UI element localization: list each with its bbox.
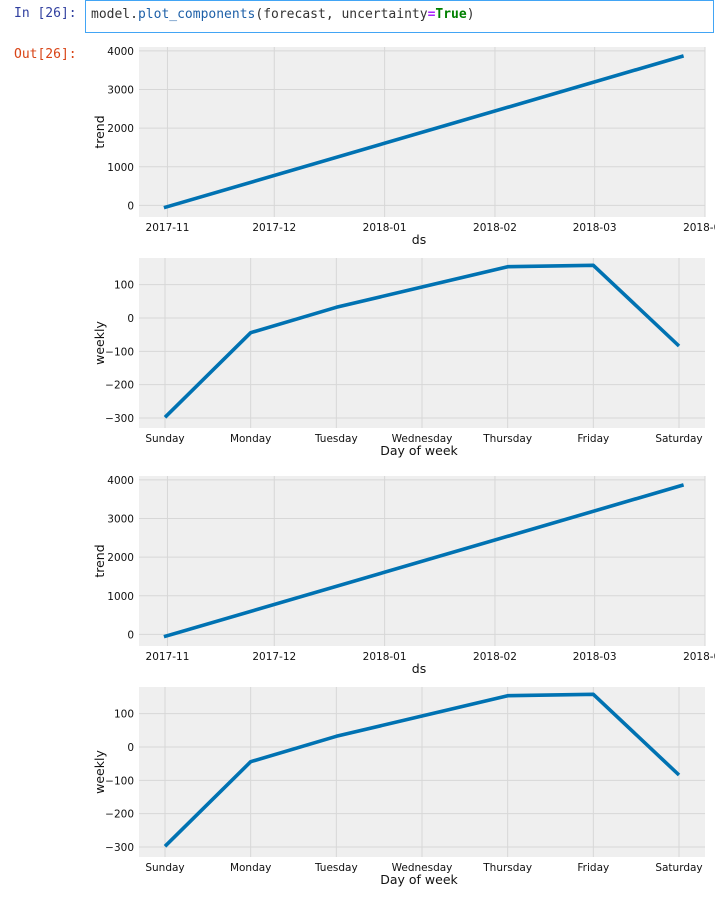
y-tick-label: −200 [105,809,134,821]
chart-panel-3: 0 1000 2000 3000 4000 2017-11 2017-12 2018-01 20… [92,475,715,676]
x-tick-label: 2018-04 [683,651,715,663]
x-tick-label: Thursday [482,433,532,445]
y-tick-label: 0 [127,742,134,754]
output-prompt: Out[26]: [14,47,77,62]
x-tick-label: 2017-12 [252,651,296,663]
code-equals: = [427,7,436,22]
x-tick-label: Friday [577,433,609,445]
chart-panel-2: −300 −200 −100 0 100 Sunday Monday Tuesday Wedne… [92,258,705,458]
x-tick-label: Wednesday [392,862,453,874]
code-keyword: True [435,7,467,22]
x-tick-label: Saturday [655,862,702,874]
y-tick-label: 4000 [107,46,134,58]
y-tick-label: −100 [105,346,134,358]
y-tick-label: −300 [105,413,134,425]
y-tick-label: −100 [105,775,134,787]
y-tick-label: 3000 [107,85,134,97]
x-tick-label: 2018-03 [573,222,617,234]
x-tick-label: Tuesday [314,862,358,874]
y-tick-label: 0 [127,629,134,641]
y-axis-label: trend [92,115,107,148]
x-tick-label: 2018-04 [683,222,715,234]
code-object: model. [91,7,138,22]
y-axis-label: trend [92,544,107,577]
x-tick-label: Sunday [145,862,184,874]
x-tick-label: 2017-11 [146,222,190,234]
y-tick-label: 2000 [107,123,134,135]
chart-panel-1: 0 1000 2000 3000 4000 2017-11 2017-12 2018-01 20… [92,46,715,247]
x-axis-label: ds [412,232,426,247]
x-tick-label: 2018-03 [573,651,617,663]
y-tick-label: 0 [127,200,134,212]
code-close: ) [466,7,475,22]
x-tick-label: 2017-12 [252,222,296,234]
y-axis-label: weekly [92,321,107,365]
x-tick-label: Monday [230,433,271,445]
y-tick-label: 2000 [107,552,134,564]
code-method: plot_components [137,7,256,22]
input-prompt: In [26]: [14,6,77,21]
code-cell[interactable]: model.plot_components(forecast, uncertai… [85,0,714,33]
y-tick-label: −300 [105,842,134,854]
chart-panel-4: −300 −200 −100 0 100 Sunday Monday Tuesday Wedne… [92,687,705,887]
y-tick-label: 4000 [107,475,134,487]
x-tick-label: Friday [577,862,609,874]
y-tick-label: 100 [114,280,134,292]
x-tick-label: 2017-11 [146,651,190,663]
x-tick-label: Wednesday [392,433,453,445]
y-tick-label: 1000 [107,162,134,174]
x-tick-label: Saturday [655,433,702,445]
y-tick-label: 3000 [107,514,134,526]
series-line [163,54,685,210]
x-tick-label: 2018-02 [473,651,517,663]
x-tick-label: 2018-02 [473,222,517,234]
x-axis-label: ds [412,661,426,676]
y-tick-label: −200 [105,380,134,392]
x-axis-label: Day of week [380,872,458,887]
series-line [163,692,681,848]
code-args: (forecast, uncertainty [255,7,428,22]
x-axis-label: Day of week [380,443,458,458]
x-tick-label: Monday [230,862,271,874]
code-line[interactable]: model.plot_components(forecast, uncertai… [91,7,475,22]
x-tick-label: Thursday [482,862,532,874]
y-tick-label: 1000 [107,591,134,603]
y-tick-label: 0 [127,313,134,325]
y-axis-label: weekly [92,750,107,794]
x-tick-label: 2018-01 [363,222,407,234]
series-line [163,483,685,639]
x-tick-label: Tuesday [314,433,358,445]
x-tick-label: 2018-01 [363,651,407,663]
y-tick-label: 100 [114,709,134,721]
x-tick-label: Sunday [145,433,184,445]
series-line [163,263,681,419]
